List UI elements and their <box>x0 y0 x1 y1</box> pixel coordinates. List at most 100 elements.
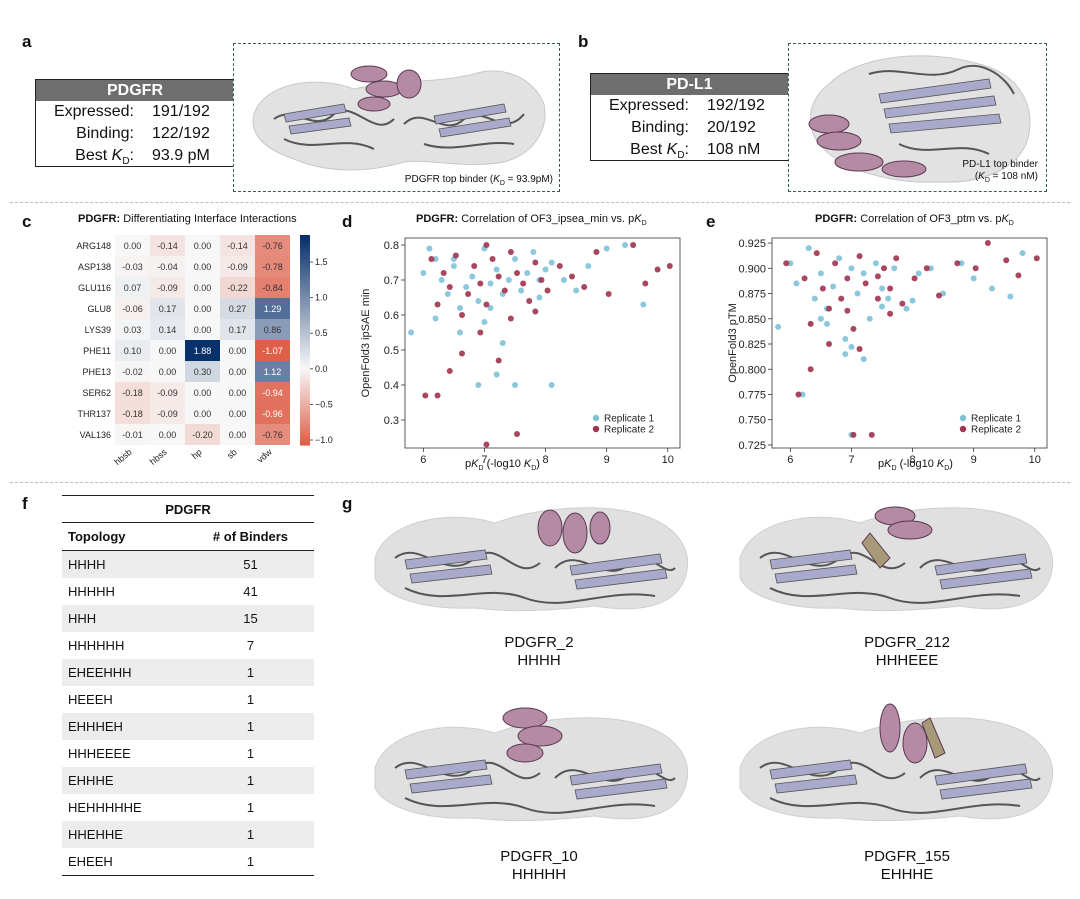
xlabel-mid: (-log10 <box>896 458 937 470</box>
replicate-2-point <box>538 277 545 283</box>
beige-strand <box>861 532 891 569</box>
x-tick-label: 8 <box>542 454 548 466</box>
ptm-scatter-plot: 6 7 8 9 10 0.725 0.750 0.775 0.800 0.825 0.850 0.87… <box>727 237 1048 466</box>
replicate-1-point <box>775 323 782 330</box>
replicate-1-point <box>493 266 500 273</box>
replicate-2-point <box>544 287 551 294</box>
colorbar-segment <box>300 361 310 366</box>
col-binders-header: # of Binders <box>186 522 314 551</box>
replicate-2-point <box>819 285 826 292</box>
replicate-2-point <box>422 392 429 399</box>
colorbar-segment <box>300 382 310 387</box>
pdgfr-expressed-row: Expressed: 191/192 <box>36 101 234 123</box>
structure-topology: EHHHE <box>880 866 934 883</box>
beta-sheets <box>769 759 1033 800</box>
binders-cell: 41 <box>243 584 258 599</box>
scatter-e-title: PDGFR: Correlation of OF3_ptm vs. pKD <box>815 213 1014 227</box>
heatmap-cell-value: 0.00 <box>194 388 212 398</box>
heatmap-cell <box>150 361 185 382</box>
heatmap-cell <box>185 382 220 403</box>
heatmap-cell-value: 0.00 <box>194 304 212 314</box>
colorbar-segment <box>300 291 310 296</box>
xlabel-p: p <box>878 458 885 470</box>
replicate-1-point <box>463 284 470 290</box>
heatmap-cell-value: 0.17 <box>159 304 177 314</box>
heatmap-cell <box>220 382 255 403</box>
heatmap-cell <box>185 256 220 277</box>
structure-name: PDGFR_10 <box>500 848 578 865</box>
topology-cell: HEEEH <box>68 692 113 707</box>
backbone-loop <box>404 587 656 604</box>
table-row: HHEHHE 1 <box>62 821 314 848</box>
colorbar-tick-label: 1.5 <box>315 257 328 267</box>
stat-value: 20/192 <box>707 119 756 136</box>
legend-marker <box>959 425 967 433</box>
table-row: HEHHHHHE 1 <box>62 794 314 821</box>
beta-strand <box>934 553 1028 576</box>
heatmap-cell <box>150 298 185 319</box>
heatmap-cell-value: -0.09 <box>157 388 178 398</box>
binders-cell: 51 <box>186 550 314 578</box>
y-tick-label: 0.900 <box>738 263 766 275</box>
heatmap-cell <box>150 424 185 445</box>
replicate-2-point <box>440 270 447 276</box>
y-tick-label: 0.5 <box>384 345 399 357</box>
colorbar-segment <box>300 375 310 380</box>
colorbar-segment <box>300 378 310 383</box>
replicate-1-point <box>817 315 824 322</box>
y-tick-label: 0.725 <box>738 440 766 452</box>
replicate-1-point <box>505 277 512 283</box>
replicate-2-point <box>881 265 887 272</box>
y-tick-label: 0.4 <box>384 380 399 392</box>
colorbar-segment <box>300 371 310 376</box>
heatmap-cell <box>150 319 185 340</box>
structure-topology: HHHH <box>517 652 561 669</box>
title-k: K <box>1001 213 1009 225</box>
replicate-1-point <box>915 270 922 277</box>
x-tick-label: 10 <box>662 454 674 466</box>
title-bold: PDGFR: <box>815 213 858 225</box>
beta-sheets <box>283 103 512 138</box>
y-tick-label: 0.3 <box>384 415 399 427</box>
topology-cell: HHHEEEE <box>68 746 131 761</box>
heatmap-cell-value: 0.00 <box>194 241 212 251</box>
xlabel-k: K <box>884 458 892 470</box>
heatmap-cell-value: 0.14 <box>159 325 177 335</box>
stat-key-k: K <box>666 141 678 158</box>
stat-key: Expressed: <box>53 103 134 120</box>
heatmap-cell <box>150 340 185 361</box>
colorbar-segment <box>300 287 310 292</box>
binders-cell: 1 <box>246 746 255 761</box>
legend-label: Replicate 2 <box>604 425 654 436</box>
y-tick-label: 0.925 <box>738 238 766 250</box>
x-tick-label: 9 <box>604 454 610 466</box>
colorbar-segment <box>300 420 310 425</box>
pdgfr-best-kd-row: Best KD: 93.9 pM <box>36 145 234 167</box>
plot-frame <box>404 237 681 449</box>
binders-cell: 1 <box>246 800 255 815</box>
pdgfr-top-binder-caption: PDGFR top binder (KD = 93.9pM) <box>405 174 553 187</box>
helix <box>502 707 548 729</box>
replicate-2-point <box>856 253 863 260</box>
beta-strand <box>409 774 493 794</box>
xlabel-k: K <box>471 458 479 470</box>
replicate-1-point <box>432 315 439 322</box>
helix <box>506 743 544 763</box>
title-rest: Correlation of OF3_ptm vs. p <box>857 213 1002 225</box>
replicate-1-point <box>585 263 592 269</box>
replicate-2-point <box>783 260 790 267</box>
xlabel-post: ) <box>949 458 953 470</box>
replicate-1-point <box>487 280 494 287</box>
colorbar-segment <box>300 284 310 289</box>
replicate-1-point <box>836 255 843 262</box>
heatmap-cell <box>185 403 220 424</box>
replicate-2-point <box>850 431 857 438</box>
x-tick-label: 8 <box>909 454 915 466</box>
replicate-1-point <box>469 273 476 280</box>
xlabel-post: ) <box>536 458 540 470</box>
replicate-1-point <box>432 256 439 262</box>
replicate-1-point <box>891 265 898 272</box>
replicate-2-point <box>465 291 472 297</box>
structure-label-pdgfr-155: PDGFR_155 EHHHE <box>837 848 977 884</box>
heatmap-cell-value: 0.00 <box>229 388 247 398</box>
